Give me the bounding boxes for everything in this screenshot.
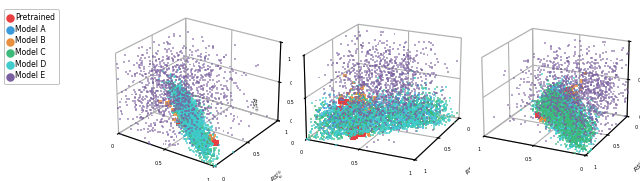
X-axis label: $RS_a^{(l)}$: $RS_a^{(l)}$ <box>508 179 525 181</box>
X-axis label: $RS_a^{(l)}$: $RS_a^{(l)}$ <box>462 160 481 178</box>
Y-axis label: $RS_b^{(l)}$: $RS_b^{(l)}$ <box>632 157 640 176</box>
Y-axis label: $RS_b^{(l)}$: $RS_b^{(l)}$ <box>269 168 287 181</box>
Legend: Pretrained, Model A, Model B, Model C, Model D, Model E: Pretrained, Model A, Model B, Model C, M… <box>4 9 59 84</box>
